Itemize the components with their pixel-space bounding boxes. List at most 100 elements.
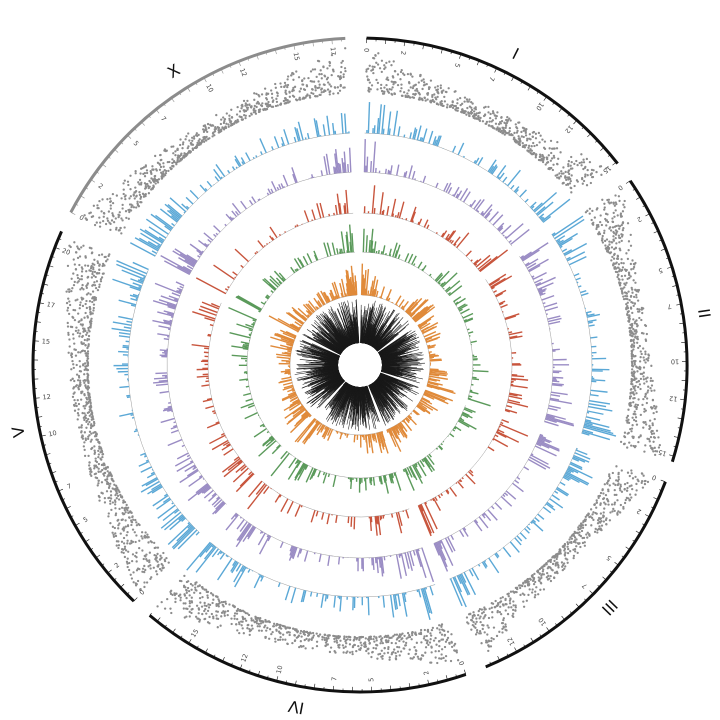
scatter-point xyxy=(550,157,554,160)
scatter-point xyxy=(206,594,209,597)
scatter-point xyxy=(206,609,210,612)
scatter-point xyxy=(423,635,426,638)
scatter-point xyxy=(182,156,185,159)
scatter-point xyxy=(136,567,140,570)
scatter-point xyxy=(385,61,388,65)
scatter-point xyxy=(264,102,267,105)
scatter-point xyxy=(88,430,92,433)
scatter-point xyxy=(160,171,163,174)
histogram-bar xyxy=(156,498,172,510)
scatter-point xyxy=(575,545,578,548)
scatter-point xyxy=(121,207,124,210)
histogram-bar xyxy=(411,255,417,265)
scatter-point xyxy=(359,635,362,639)
scatter-point xyxy=(446,636,450,640)
scatter-point xyxy=(437,92,440,95)
scatter-point xyxy=(532,576,535,579)
scatter-point xyxy=(65,290,68,293)
scatter-point xyxy=(253,621,256,624)
histogram-bar xyxy=(207,333,212,336)
scatter-point xyxy=(375,78,378,82)
track-baseline xyxy=(403,405,466,470)
scatter-point xyxy=(177,154,180,157)
scatter-point xyxy=(623,501,627,505)
scatter-point xyxy=(260,104,264,108)
histogram-bar xyxy=(585,416,601,421)
histogram-bar xyxy=(388,128,391,135)
scatter-point xyxy=(316,59,320,63)
scatter-point xyxy=(650,432,654,436)
scatter-point xyxy=(318,83,321,86)
scatter-point xyxy=(601,234,604,238)
scatter-point xyxy=(351,645,355,649)
scatter-point xyxy=(406,631,410,635)
scatter-point xyxy=(233,612,237,615)
scatter-point xyxy=(613,493,616,496)
scatter-point xyxy=(185,135,188,138)
scatter-point xyxy=(586,531,589,534)
scatter-point xyxy=(156,161,160,164)
scatter-point xyxy=(222,610,225,613)
scatter-point xyxy=(548,566,551,569)
scatter-point xyxy=(633,341,636,345)
scatter-point xyxy=(454,649,457,652)
scatter-point xyxy=(337,635,340,638)
scatter-point xyxy=(125,534,128,537)
histogram-bar xyxy=(494,502,503,510)
scatter-point xyxy=(398,639,401,643)
scatter-point xyxy=(78,248,81,251)
scatter-point xyxy=(620,239,623,243)
scatter-point xyxy=(373,635,376,638)
scatter-point xyxy=(127,217,130,220)
track-baseline xyxy=(259,251,355,313)
scatter-point xyxy=(115,194,118,197)
histogram-bar xyxy=(506,169,521,187)
scatter-point xyxy=(599,512,603,515)
scatter-point xyxy=(653,446,656,449)
scatter-point xyxy=(317,80,320,83)
scatter-point xyxy=(80,278,83,281)
scatter-point xyxy=(190,601,194,604)
scatter-point xyxy=(534,132,538,135)
scatter-point xyxy=(241,609,245,612)
histogram-bar xyxy=(483,512,492,522)
scatter-point xyxy=(98,216,101,219)
scatter-point xyxy=(74,402,77,405)
scatter-point xyxy=(241,103,244,107)
scatter-point xyxy=(73,391,76,394)
scatter-point xyxy=(608,484,611,487)
scatter-point xyxy=(472,611,475,614)
histogram-bar xyxy=(549,398,572,405)
scatter-point xyxy=(373,65,376,69)
histogram-bar xyxy=(259,535,271,555)
scatter-point xyxy=(500,129,503,133)
scatter-point xyxy=(538,153,542,156)
scatter-point xyxy=(144,555,147,558)
scatter-point xyxy=(644,339,648,342)
histogram-bar xyxy=(223,448,234,456)
scatter-point xyxy=(172,165,175,168)
histogram-bar xyxy=(453,296,462,303)
scatter-point xyxy=(312,80,316,83)
scatter-point xyxy=(217,605,220,608)
histogram-bar xyxy=(340,113,344,134)
scatter-point xyxy=(468,98,471,101)
scatter-point xyxy=(134,172,137,175)
scatter-point xyxy=(110,508,113,512)
scatter-point xyxy=(97,479,100,482)
scatter-point xyxy=(613,204,616,207)
scatter-point xyxy=(311,647,314,650)
scatter-point xyxy=(618,225,622,228)
scatter-point xyxy=(508,129,511,133)
histogram-bar xyxy=(542,302,546,305)
scatter-point xyxy=(651,423,654,427)
scatter-point xyxy=(97,482,100,485)
scatter-point xyxy=(617,234,621,237)
histogram-bar xyxy=(534,278,543,284)
scatter-point xyxy=(71,315,74,319)
scatter-point xyxy=(539,588,542,591)
histogram-bar xyxy=(365,235,368,253)
scatter-point xyxy=(272,625,275,628)
histogram-bar xyxy=(429,585,434,596)
scatter-point xyxy=(134,540,137,544)
